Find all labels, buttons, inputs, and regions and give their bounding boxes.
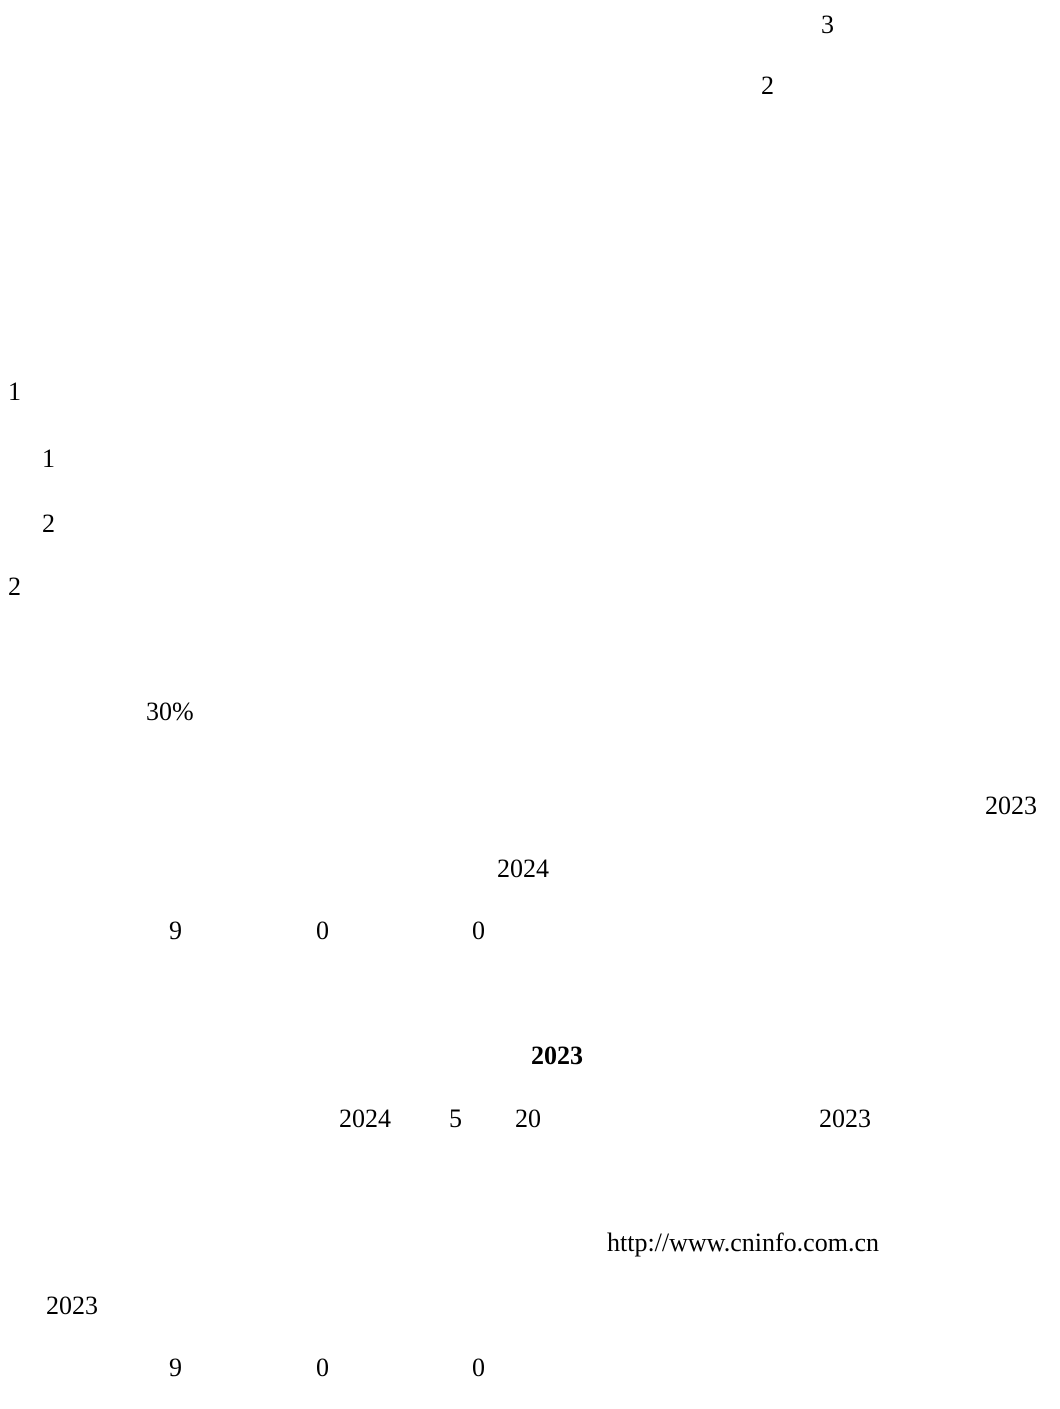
fragment-top-2: 2 — [761, 71, 774, 100]
date-year: 2024 — [339, 1104, 391, 1133]
year-right: 2023 — [985, 791, 1037, 820]
date-month: 5 — [449, 1104, 462, 1133]
sub-item-number-2: 2 — [42, 509, 55, 538]
vote-count-against: 0 — [316, 916, 329, 945]
fragment-top-3: 3 — [821, 10, 834, 39]
list-item-number-1: 1 — [8, 377, 21, 406]
list-item-number-2: 2 — [8, 572, 21, 601]
disclosure-url: http://www.cninfo.com.cn — [607, 1228, 879, 1257]
year-left: 2023 — [46, 1291, 98, 1320]
vote-count-against-2: 0 — [316, 1353, 329, 1382]
report-year: 2023 — [819, 1104, 871, 1133]
sub-item-number-1: 1 — [42, 444, 55, 473]
vote-count-abstain-2: 0 — [472, 1353, 485, 1382]
year-center: 2024 — [497, 854, 549, 883]
date-day: 20 — [515, 1104, 541, 1133]
vote-count-abstain: 0 — [472, 916, 485, 945]
vote-count-for: 9 — [169, 916, 182, 945]
percent-value: 30% — [146, 697, 194, 726]
section-heading-year: 2023 — [531, 1041, 583, 1070]
vote-count-for-2: 9 — [169, 1353, 182, 1382]
